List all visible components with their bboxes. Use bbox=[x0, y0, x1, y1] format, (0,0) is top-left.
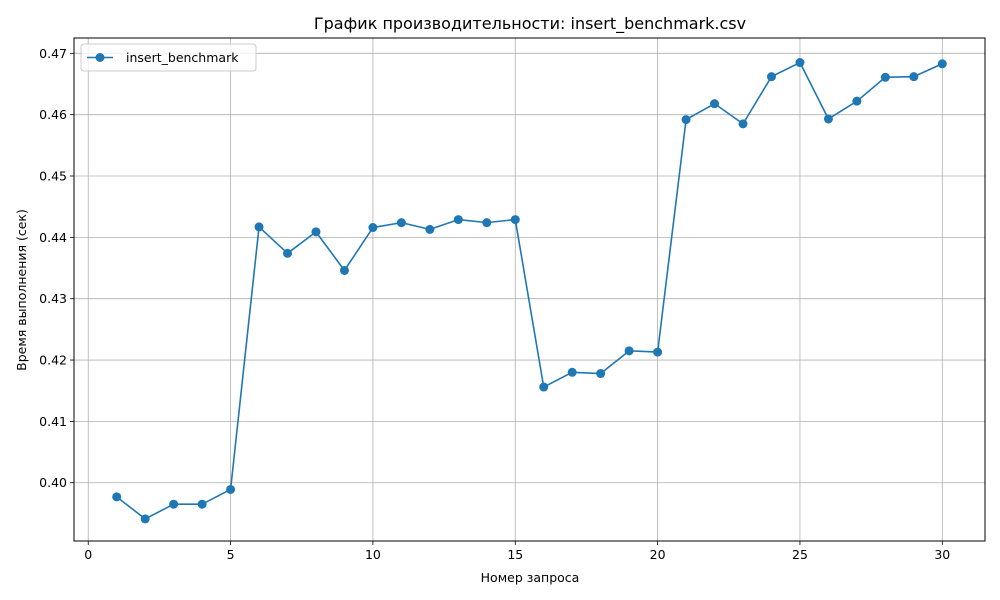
data-point bbox=[766, 72, 776, 82]
x-axis-ticks: 0 5 10 15 20 25 30 bbox=[84, 541, 950, 562]
data-point bbox=[539, 382, 549, 392]
x-axis-label: Номер запроса bbox=[481, 570, 580, 585]
data-point bbox=[624, 346, 634, 356]
legend-label: insert_benchmark bbox=[126, 50, 239, 65]
y-tick-label: 0.42 bbox=[39, 353, 67, 368]
data-point bbox=[453, 215, 463, 225]
data-point bbox=[283, 248, 293, 258]
legend: insert_benchmark bbox=[80, 43, 257, 72]
data-point bbox=[880, 72, 890, 82]
data-point bbox=[795, 58, 805, 68]
data-point bbox=[596, 369, 606, 379]
plot-area bbox=[74, 38, 985, 541]
x-tick-label: 15 bbox=[507, 547, 523, 562]
grid-lines bbox=[74, 38, 985, 541]
x-tick-label: 5 bbox=[227, 547, 235, 562]
x-tick-label: 20 bbox=[650, 547, 666, 562]
legend-box bbox=[80, 43, 257, 72]
y-axis-ticks: 0.40 0.41 0.42 0.43 0.44 0.45 0.46 0.47 bbox=[39, 46, 74, 490]
legend-marker-swatch bbox=[95, 53, 105, 62]
data-point bbox=[937, 59, 947, 69]
y-tick-label: 0.45 bbox=[39, 169, 67, 184]
x-tick-label: 25 bbox=[792, 547, 808, 562]
data-point bbox=[738, 119, 748, 129]
data-point bbox=[140, 514, 150, 524]
data-point bbox=[425, 224, 435, 234]
data-point bbox=[169, 499, 179, 509]
x-tick-label: 30 bbox=[934, 547, 950, 562]
series-line bbox=[116, 61, 943, 520]
data-point bbox=[510, 215, 520, 225]
data-point bbox=[909, 72, 919, 82]
data-point bbox=[226, 484, 236, 494]
data-point bbox=[197, 499, 207, 509]
data-point bbox=[368, 223, 378, 233]
data-point bbox=[254, 222, 264, 232]
data-point bbox=[567, 367, 577, 377]
y-tick-label: 0.47 bbox=[39, 46, 67, 61]
y-tick-label: 0.44 bbox=[39, 230, 67, 245]
y-axis-label: Время выполнения (сек) bbox=[14, 209, 29, 371]
data-point bbox=[823, 114, 833, 124]
y-tick-label: 0.40 bbox=[39, 475, 67, 490]
data-point bbox=[852, 96, 862, 106]
series-points bbox=[112, 58, 947, 524]
x-tick-label: 10 bbox=[365, 547, 381, 562]
data-point bbox=[396, 218, 406, 228]
series-lines bbox=[116, 61, 943, 520]
data-point bbox=[710, 99, 720, 109]
data-point bbox=[653, 347, 663, 357]
chart-title: График производительности: insert_benchm… bbox=[314, 14, 746, 34]
x-tick-label: 0 bbox=[84, 547, 92, 562]
y-tick-label: 0.43 bbox=[39, 291, 67, 306]
data-point bbox=[311, 227, 321, 237]
plot-frame bbox=[73, 37, 986, 542]
y-tick-label: 0.46 bbox=[39, 107, 67, 122]
data-point bbox=[681, 115, 691, 125]
data-point bbox=[482, 218, 492, 228]
data-point bbox=[112, 492, 122, 502]
data-point bbox=[339, 265, 349, 275]
y-tick-label: 0.41 bbox=[39, 414, 67, 429]
